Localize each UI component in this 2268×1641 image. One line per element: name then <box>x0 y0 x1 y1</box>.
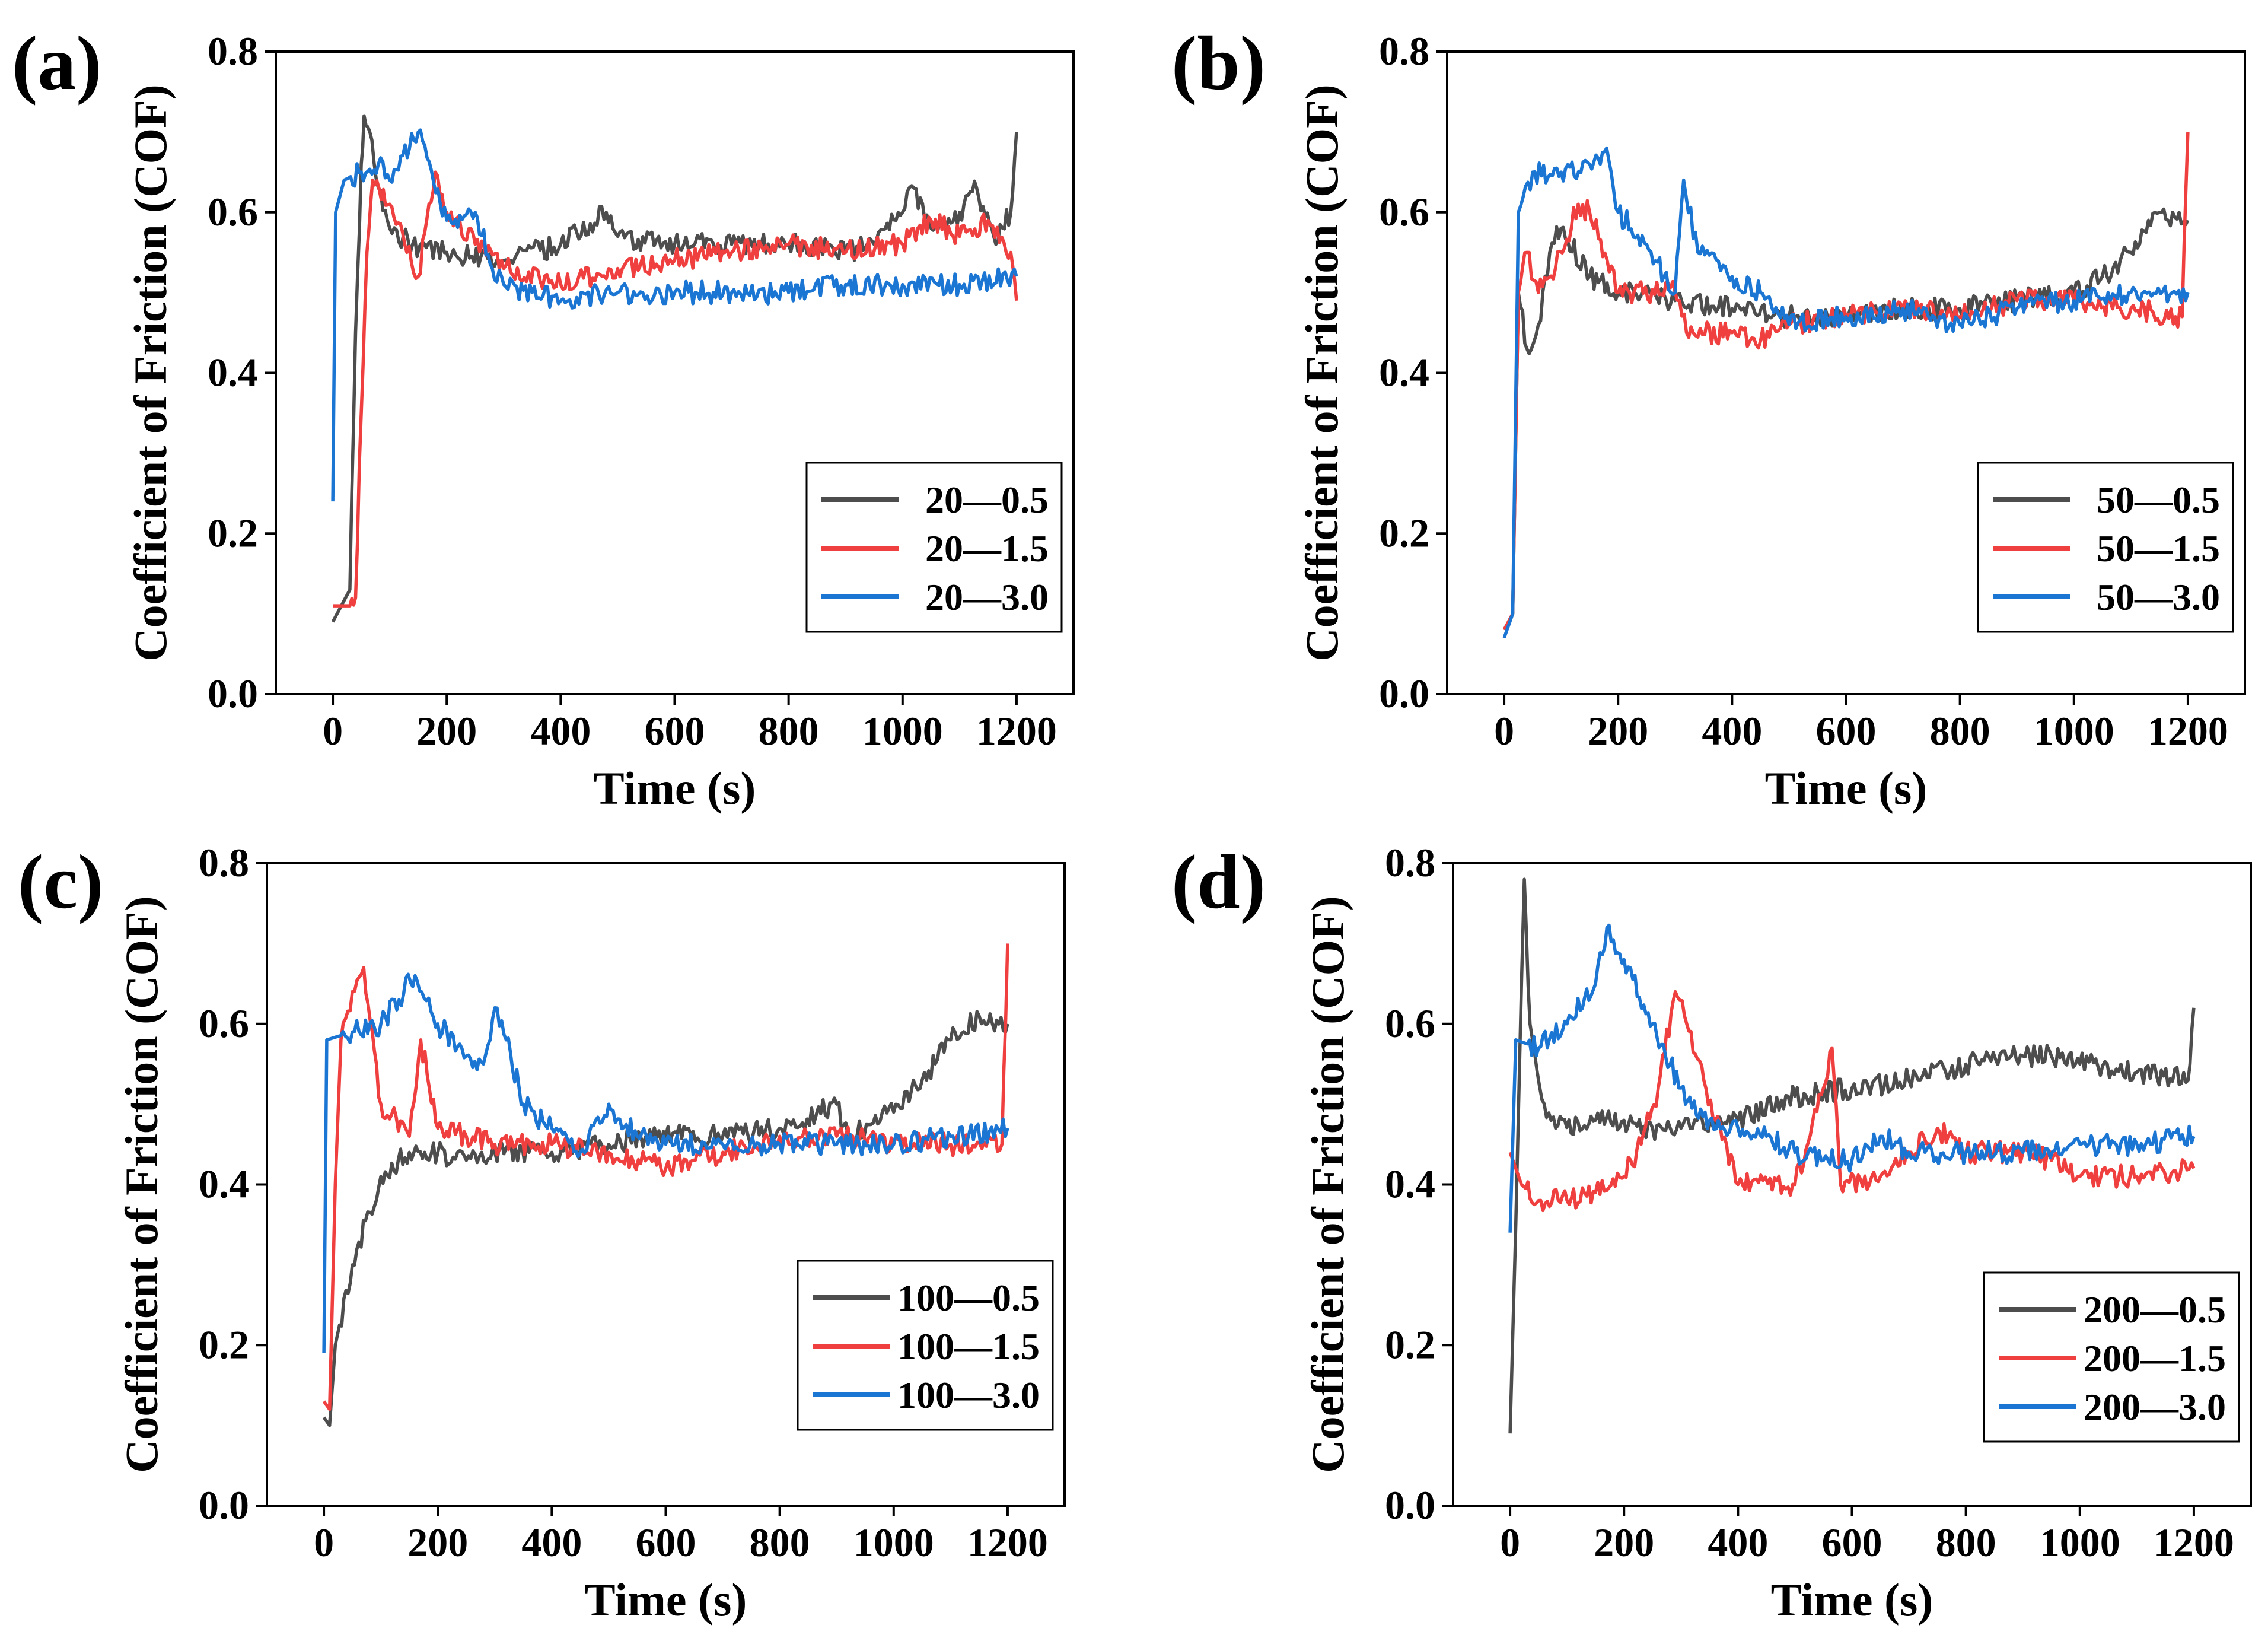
series-line <box>1502 146 2190 639</box>
panel-2: (b) 0.0 0.2 0.4 0.6 0.8 0 200 400 600 800 1000 1200 T… <box>1171 21 2246 814</box>
y-tick-label: 0.4 <box>1385 1162 1435 1207</box>
x-tick-label: 1000 <box>862 708 943 753</box>
y-axis-title: Coefficient of Friction (COF) <box>125 84 176 662</box>
panel-label: (c) <box>18 839 103 925</box>
y-tick-label: 0.8 <box>1379 28 1429 74</box>
panel-3: (c) 0.0 0.2 0.4 0.6 0.8 0 200 400 600 800 1000 1200 T… <box>18 839 1066 1626</box>
series-line <box>322 1010 1009 1427</box>
x-tick-label: 0 <box>314 1520 334 1565</box>
y-tick-label: 0.0 <box>208 671 258 716</box>
legend-label: 20—0.5 <box>925 479 1049 521</box>
y-axis-title: Coefficient of Friction (COF) <box>1302 896 1353 1473</box>
legend-label: 100—1.5 <box>897 1325 1040 1368</box>
x-tick-label: 1000 <box>2040 1520 2120 1565</box>
legend-label: 20—3.0 <box>925 576 1049 618</box>
x-tick-label: 1200 <box>2148 708 2228 753</box>
x-tick-label: 0 <box>1500 1520 1520 1565</box>
y-tick-label: 0.8 <box>1385 840 1435 885</box>
legend-label: 50—0.5 <box>2097 479 2220 521</box>
x-tick-label: 200 <box>1594 1520 1654 1565</box>
x-tick-label: 600 <box>1816 708 1877 753</box>
x-tick-label: 800 <box>750 1520 810 1565</box>
panel-label: (a) <box>12 21 102 106</box>
x-tick-label: 1000 <box>2034 708 2114 753</box>
y-tick-label: 0.4 <box>208 350 258 395</box>
x-axis-title: Time (s) <box>1765 762 1928 814</box>
y-tick-label: 0.2 <box>199 1322 249 1367</box>
x-tick-label: 200 <box>416 708 477 753</box>
x-tick-label: 200 <box>407 1520 468 1565</box>
x-tick-label: 1200 <box>2154 1520 2234 1565</box>
x-tick-label: 200 <box>1588 708 1648 753</box>
y-tick-label: 0.4 <box>199 1162 249 1207</box>
legend-label: 200—0.5 <box>2084 1289 2226 1331</box>
x-tick-label: 800 <box>1936 1520 1996 1565</box>
x-tick-label: 600 <box>1822 1520 1882 1565</box>
y-axis-title: Coefficient of Friction (COF) <box>1296 84 1348 662</box>
y-tick-label: 0.6 <box>199 1001 249 1046</box>
panel-label: (b) <box>1171 21 1266 106</box>
x-tick-label: 1200 <box>976 708 1057 753</box>
series-line <box>322 972 1009 1353</box>
panel-1: (a) 0.0 0.2 0.4 0.6 0.8 0 200 400 600 800 1000 1200 T… <box>12 21 1075 814</box>
x-tick-label: 600 <box>645 708 705 753</box>
y-tick-label: 0.2 <box>1385 1322 1435 1367</box>
series-line <box>1508 990 2196 1213</box>
x-axis-title: Time (s) <box>585 1574 747 1626</box>
series-line <box>1502 132 2190 631</box>
y-tick-label: 0.8 <box>208 28 258 74</box>
legend-label: 50—1.5 <box>2097 527 2220 570</box>
panel-label: (d) <box>1171 839 1266 925</box>
y-tick-label: 0.0 <box>1385 1483 1435 1528</box>
legend-label: 200—3.0 <box>2084 1386 2226 1428</box>
legend-label: 100—3.0 <box>897 1374 1040 1416</box>
legend-label: 100—0.5 <box>897 1277 1040 1319</box>
y-tick-label: 0.8 <box>199 840 249 885</box>
y-tick-label: 0.2 <box>208 510 258 555</box>
y-tick-label: 0.6 <box>1385 1001 1435 1046</box>
x-tick-label: 400 <box>1702 708 1762 753</box>
x-tick-label: 1200 <box>967 1520 1048 1565</box>
series-line <box>1508 923 2196 1233</box>
x-axis-title: Time (s) <box>594 762 756 814</box>
legend-label: 20—1.5 <box>925 527 1049 570</box>
x-tick-label: 800 <box>759 708 819 753</box>
y-tick-label: 0.0 <box>199 1483 249 1528</box>
y-tick-label: 0.6 <box>1379 189 1429 234</box>
x-tick-label: 600 <box>636 1520 696 1565</box>
series-line <box>1508 877 2196 1434</box>
y-tick-label: 0.2 <box>1379 510 1429 555</box>
x-tick-label: 0 <box>1494 708 1514 753</box>
x-tick-label: 400 <box>1708 1520 1768 1565</box>
x-axis-title: Time (s) <box>1771 1574 1933 1626</box>
x-tick-label: 400 <box>530 708 591 753</box>
legend-label: 200—1.5 <box>2084 1337 2226 1379</box>
y-tick-label: 0.4 <box>1379 350 1429 395</box>
y-axis-title: Coefficient of Friction (COF) <box>116 896 167 1473</box>
y-tick-label: 0.0 <box>1379 671 1429 716</box>
panel-4: (d) 0.0 0.2 0.4 0.6 0.8 0 200 400 600 800 1000 1200 T… <box>1171 839 2252 1626</box>
series-line <box>331 114 1018 623</box>
x-tick-label: 800 <box>1930 708 1990 753</box>
x-tick-label: 400 <box>521 1520 582 1565</box>
x-tick-label: 1000 <box>853 1520 934 1565</box>
series-line <box>331 128 1018 502</box>
x-tick-label: 0 <box>323 708 343 753</box>
legend-label: 50—3.0 <box>2097 576 2220 618</box>
y-tick-label: 0.6 <box>208 189 258 234</box>
